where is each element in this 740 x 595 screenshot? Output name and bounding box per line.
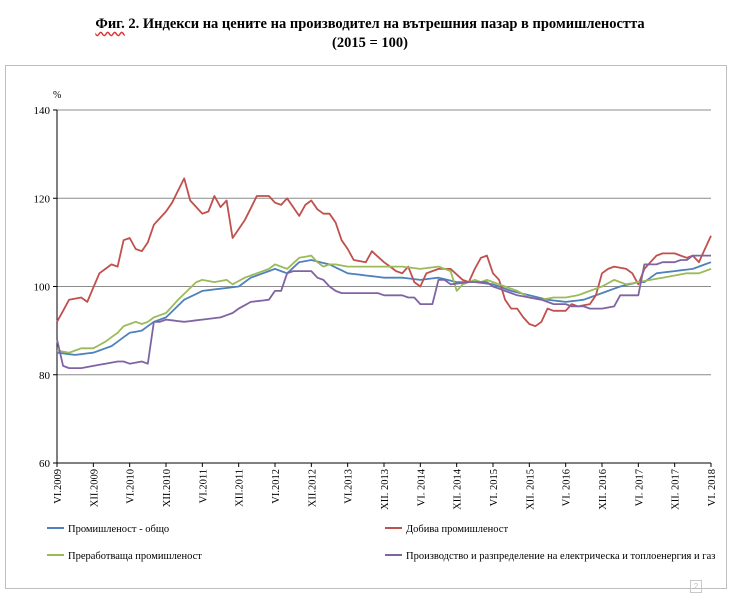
series-line-2 [56,177,712,328]
x-tick-label: VI.2012 [271,469,282,504]
y-tick-label: 140 [34,105,51,117]
title-main: 2. Индекси на цените на производител на … [124,16,645,32]
chart-frame [5,65,727,589]
legend-label: Промишленост - общо [68,524,169,535]
x-tick-label: XII. 2015 [525,469,536,510]
x-tick-label: XII. 2016 [598,469,609,510]
x-tick-label: XII. 2013 [380,469,391,510]
title-prefix: Фиг. [95,16,125,32]
y-axis-label: % [53,90,61,101]
x-tick-label: VI. 2014 [416,468,427,506]
x-tick-label: VI.2011 [198,469,209,503]
legend-label: Добива промишленост [406,524,508,535]
x-tick-label: VI. 2016 [562,469,573,506]
x-tick-label: XII.2010 [162,469,173,507]
x-tick-label: VI.2010 [126,469,137,504]
chart-title: Фиг. 2. Индекси на цените на производите… [0,15,740,34]
series-line-4 [56,254,711,370]
series-line-1 [56,259,712,356]
x-tick-label: VI. 2015 [489,469,500,506]
x-tick-label: XII.2009 [89,469,100,507]
y-tick-label: 100 [34,282,51,294]
chart-subtitle: (2015 = 100) [332,35,408,51]
x-tick-label: XII.2012 [307,469,318,507]
x-tick-label: VI.2009 [53,469,64,504]
series-line-3 [56,254,712,354]
x-tick-label: VI. 2017 [634,469,645,506]
x-tick-label: XII. 2017 [671,469,682,510]
y-tick-label: 80 [39,370,51,382]
x-tick-label: VI.2013 [344,469,355,504]
x-tick-label: XII.2011 [235,469,246,507]
x-tick-label: VI. 2018 [707,469,718,506]
y-tick-label: 60 [39,458,51,470]
page-number-marker: 2 [690,580,702,593]
legend-label: Производство и разпределение на електрич… [406,551,715,562]
x-tick-label: XII. 2014 [453,468,464,510]
legend-label: Преработваща промишленост [68,551,202,562]
y-tick-label: 120 [34,193,51,205]
